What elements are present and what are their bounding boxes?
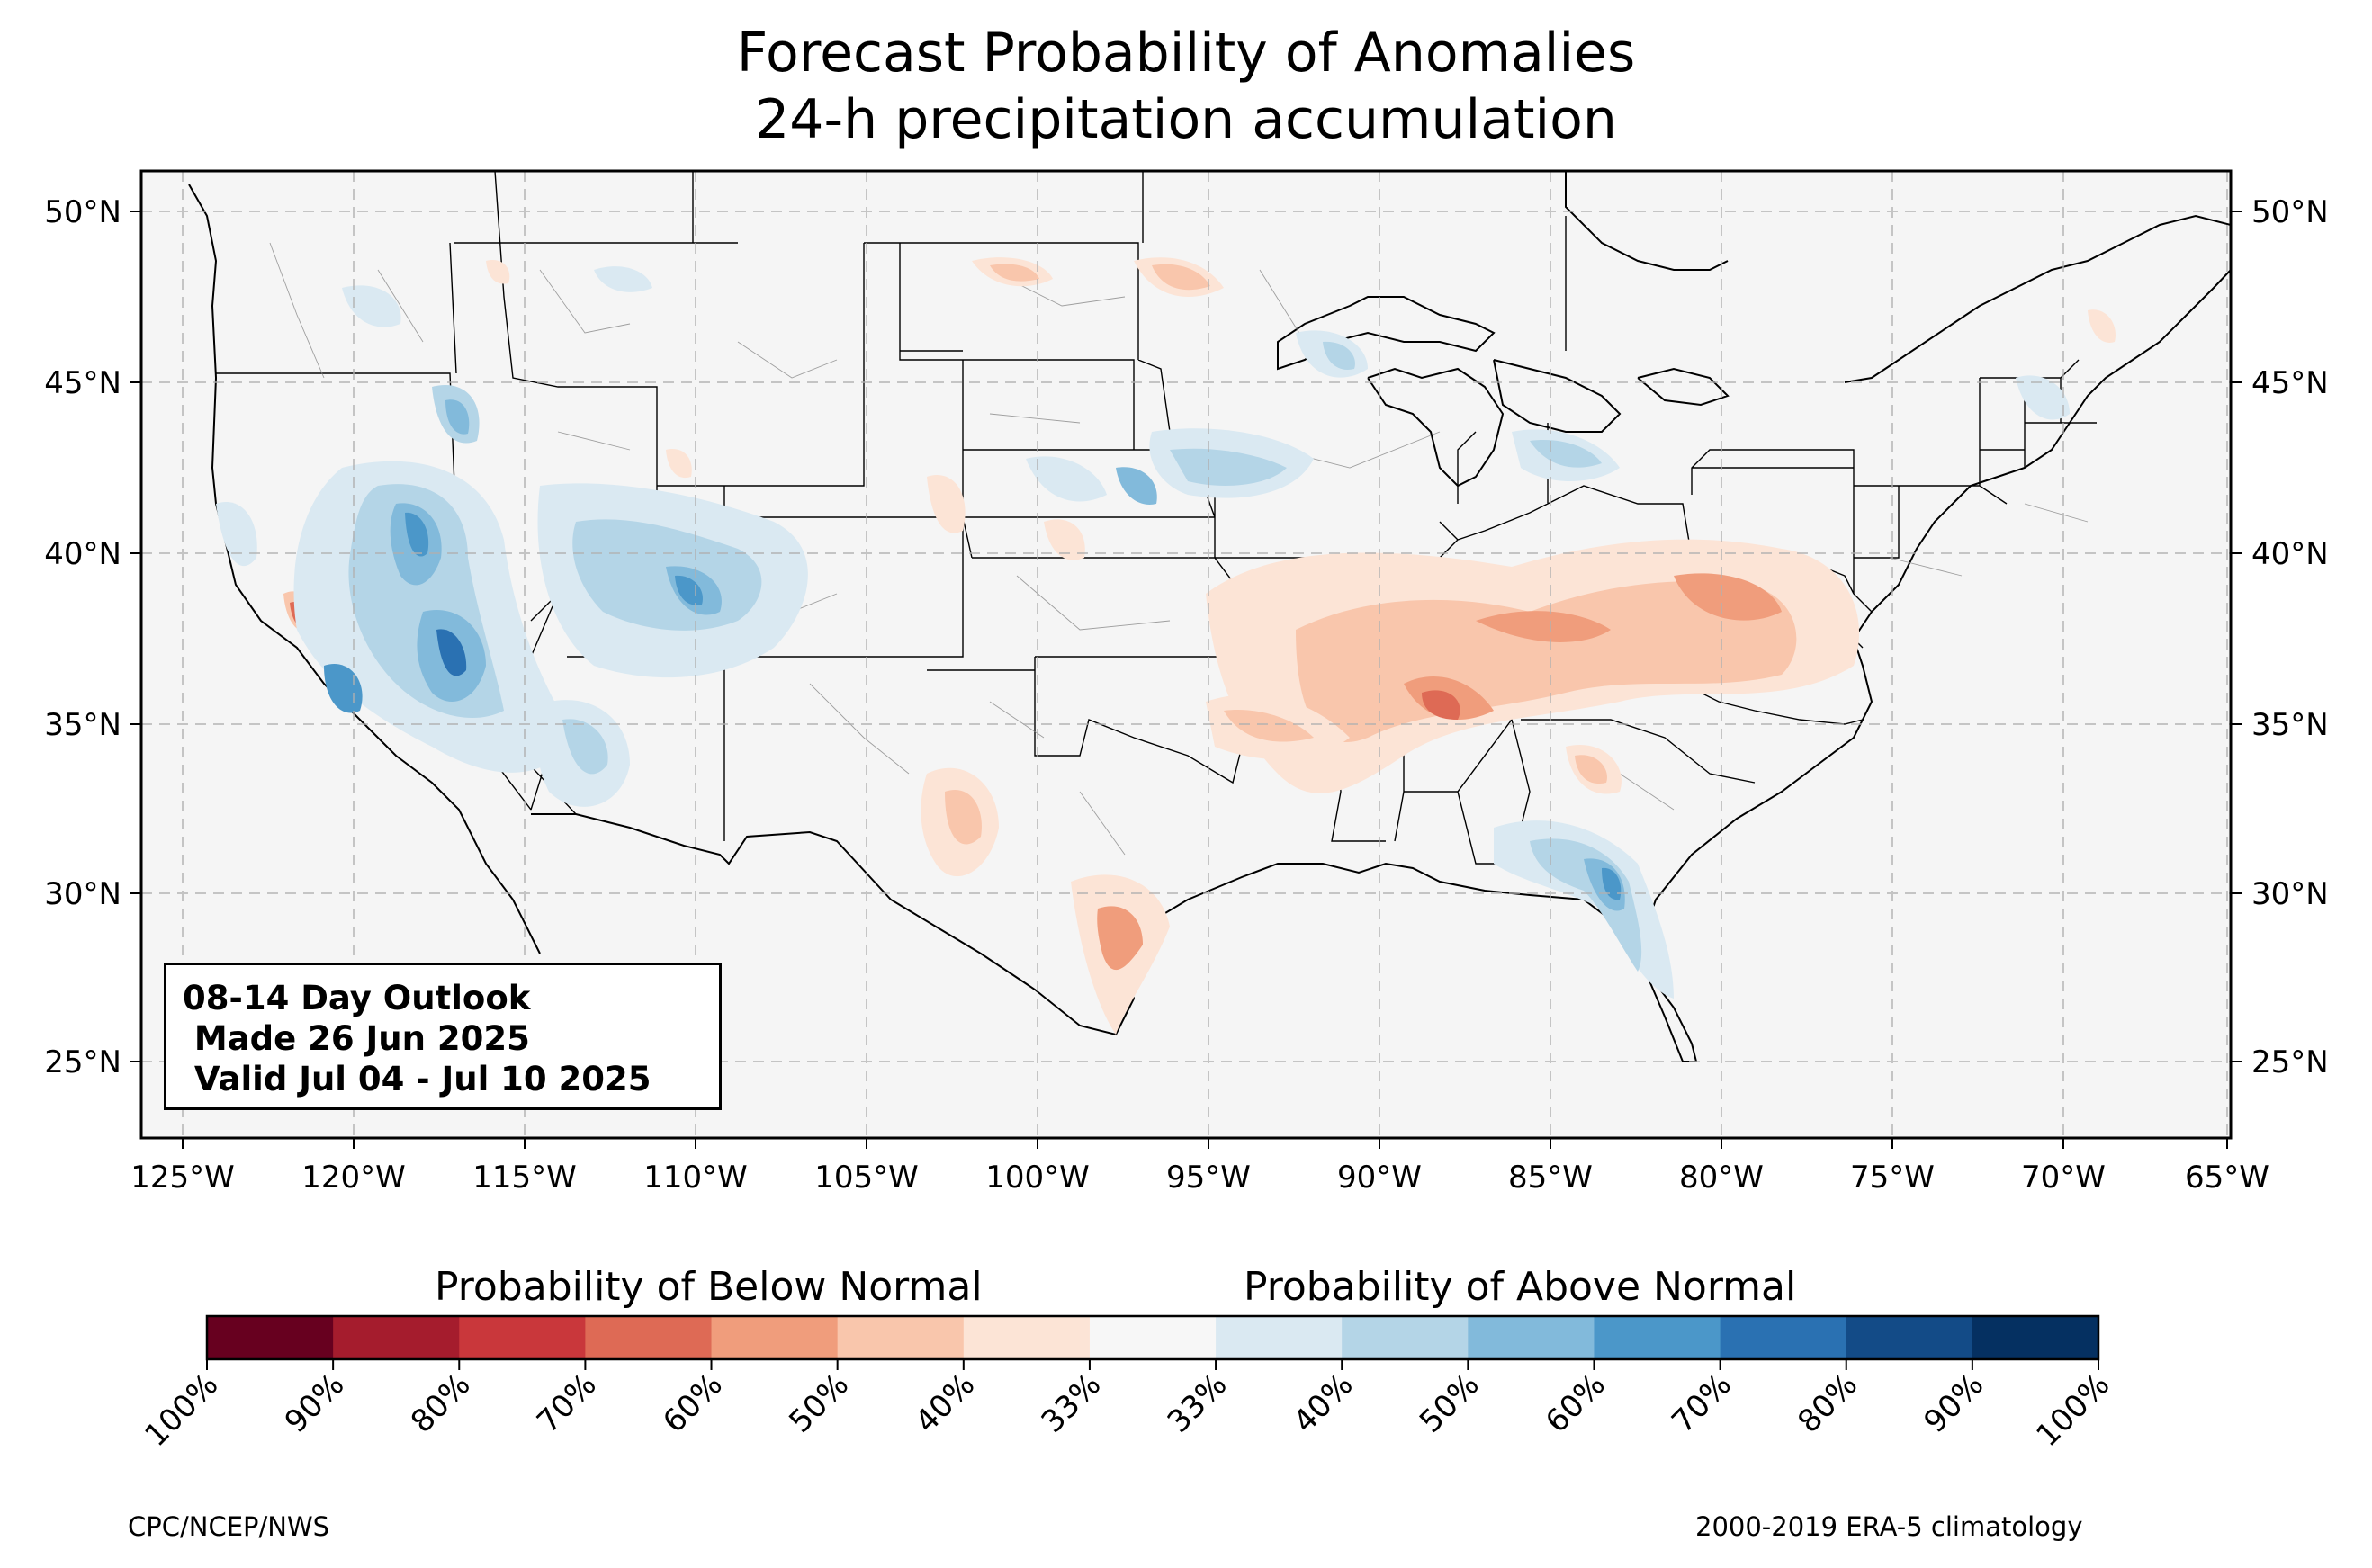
colorbar-swatch (1216, 1316, 1343, 1359)
colorbar-swatch (1972, 1316, 2099, 1359)
lon-tick-label: 80°W (1679, 1160, 1764, 1196)
lon-tick-label: 75°W (1850, 1160, 1935, 1196)
longitude-labels: 125°W 120°W 115°W 110°W 105°W 100°W 95°W… (130, 1160, 2269, 1196)
below-normal-areas (283, 257, 2116, 1035)
colorbar-swatches (207, 1316, 2099, 1359)
latitude-axis (130, 211, 2242, 1062)
lat-tick-label: 50°N (44, 194, 121, 230)
credit-climatology: 2000-2019 ERA-5 climatology (1695, 1511, 2083, 1542)
lon-tick-label: 90°W (1337, 1160, 1422, 1196)
lat-tick-label: 35°N (44, 707, 121, 743)
colorbar-swatch (1468, 1316, 1595, 1359)
colorbar-swatch (1720, 1316, 1847, 1359)
lat-tick-label: 45°N (44, 365, 121, 401)
colorbar-tick-label: 50% (782, 1366, 856, 1440)
colorbar-tick-label: 100% (138, 1366, 225, 1454)
lon-tick-label: 120°W (301, 1160, 406, 1196)
latitude-labels-right: 50°N 45°N 40°N 35°N 30°N 25°N (2251, 194, 2329, 1080)
colorbar-labels: 100% 90% 80% 70% 60% 50% 40% 33% 33% 40% 50% 60% 70%… (138, 1366, 2116, 1454)
colorbar-tick-label: 40% (1287, 1366, 1361, 1440)
outlook-period: 08-14 Day Outlook (183, 979, 531, 1017)
lon-tick-label: 105°W (814, 1160, 919, 1196)
lon-tick-label: 115°W (472, 1160, 577, 1196)
lat-tick-label: 50°N (2251, 194, 2329, 230)
colorbar-above-heading: Probability of Above Normal (1244, 1264, 1797, 1310)
coastline-and-borders (188, 171, 2231, 1062)
lon-tick-label: 125°W (130, 1160, 235, 1196)
title-line-1: Forecast Probability of Anomalies (736, 22, 1636, 85)
colorbar-swatch (333, 1316, 460, 1359)
outlook-info-box: 08-14 Day Outlook Made 26 Jun 2025 Valid… (164, 963, 722, 1110)
colorbar-tick-label: 100% (2029, 1366, 2116, 1454)
credit-agency: CPC/NCEP/NWS (128, 1511, 330, 1542)
colorbar-swatch (711, 1316, 839, 1359)
outlook-made-date: Made 26 Jun 2025 (183, 1019, 530, 1058)
lat-tick-label: 25°N (44, 1044, 121, 1080)
lat-tick-label: 30°N (44, 876, 121, 912)
colorbar-tick-label: 70% (1665, 1366, 1739, 1440)
lon-tick-label: 65°W (2185, 1160, 2269, 1196)
colorbar-tick-label: 33% (1161, 1366, 1235, 1440)
lat-tick-label: 45°N (2251, 365, 2329, 401)
colorbar-swatch (1089, 1316, 1217, 1359)
colorbar-below-heading: Probability of Below Normal (435, 1264, 983, 1310)
colorbar-frame (205, 1314, 2100, 1361)
colorbar-ticks (206, 1359, 2099, 1370)
map-frame (139, 169, 2233, 1140)
colorbar-swatch (963, 1316, 1091, 1359)
map-title: Forecast Probability of Anomalies 24-h p… (0, 20, 2372, 153)
colorbar-tick-label: 50% (1413, 1366, 1487, 1440)
colorbar-tick-label: 80% (404, 1366, 478, 1440)
lat-tick-label: 25°N (2251, 1044, 2329, 1080)
colorbar-tick-label: 33% (1035, 1366, 1109, 1440)
lon-tick-label: 100°W (985, 1160, 1090, 1196)
colorbar-swatch (1594, 1316, 1721, 1359)
lat-tick-label: 30°N (2251, 876, 2329, 912)
lat-tick-label: 40°N (2251, 536, 2329, 572)
lon-tick-label: 95°W (1166, 1160, 1251, 1196)
title-line-2: 24-h precipitation accumulation (755, 88, 1617, 151)
longitude-axis (182, 1138, 2228, 1149)
colorbar-tick-label: 70% (530, 1366, 604, 1440)
latitude-labels-left: 50°N 45°N 40°N 35°N 30°N 25°N (44, 194, 121, 1080)
colorbar-tick-label: 60% (656, 1366, 730, 1440)
lat-tick-label: 40°N (44, 536, 121, 572)
colorbar-tick-label: 90% (278, 1366, 352, 1440)
lon-tick-label: 85°W (1508, 1160, 1593, 1196)
colorbar-tick-label: 80% (1791, 1366, 1864, 1440)
lon-tick-label: 110°W (643, 1160, 748, 1196)
colorbar-swatch (1342, 1316, 1469, 1359)
colorbar-tick-label: 90% (1918, 1366, 1991, 1440)
colorbar-swatch (585, 1316, 713, 1359)
gridlines (141, 171, 2231, 1138)
lon-tick-label: 70°W (2021, 1160, 2106, 1196)
above-normal-areas (216, 266, 2070, 999)
outlook-valid-dates: Valid Jul 04 - Jul 10 2025 (183, 1060, 651, 1098)
colorbar-swatch (459, 1316, 586, 1359)
colorbar-swatch (1846, 1316, 1973, 1359)
lat-tick-label: 35°N (2251, 707, 2329, 743)
colorbar-tick-label: 40% (908, 1366, 982, 1440)
colorbar-tick-label: 60% (1539, 1366, 1613, 1440)
colorbar-swatch (837, 1316, 965, 1359)
colorbar-swatch (207, 1316, 334, 1359)
